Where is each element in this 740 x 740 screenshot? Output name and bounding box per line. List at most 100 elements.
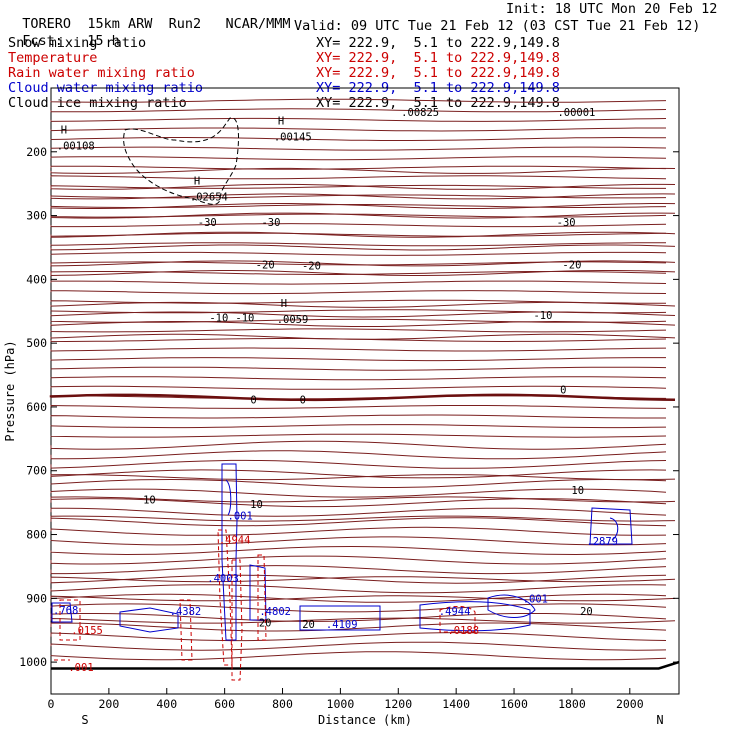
terrain-line: [51, 660, 680, 670]
isotherm-20: [50, 576, 676, 583]
isotherm-line: [50, 488, 667, 498]
isotherm-label: -10: [209, 313, 228, 325]
x-tick-label: 800: [272, 697, 293, 711]
valid-time: Valid: 09 UTC Tue 21 Feb 12 (03 CST Tue …: [294, 18, 701, 34]
rain-label: .0155: [71, 625, 103, 637]
isotherm-line: [50, 536, 667, 546]
isotherm-line: [50, 450, 667, 460]
isotherm-line: [50, 603, 667, 613]
cloud-water-contour: [51, 602, 73, 623]
isotherm-line: [50, 613, 667, 622]
isotherm-line: [50, 136, 667, 141]
x-tick-label: 1600: [500, 697, 528, 711]
y-tick-label: 500: [26, 336, 47, 350]
cloud-water-label: .4003: [207, 573, 239, 585]
isotherm-line: [50, 385, 667, 390]
isotherm--10: [50, 301, 676, 308]
isotherm-label: 10: [250, 499, 263, 511]
isotherm-line: [50, 424, 667, 429]
isotherm-label: 20: [580, 606, 593, 618]
isotherm-line: [50, 328, 667, 333]
model-name: TORERO: [22, 16, 72, 32]
cloud-water-label: .2879: [586, 536, 618, 548]
isotherm-label: -10: [533, 310, 552, 322]
isotherm-label: -30: [198, 217, 217, 229]
snow-label-max-marker: H: [61, 124, 67, 136]
isotherm-line: [50, 555, 667, 565]
isotherm-line: [50, 565, 667, 575]
field-rain-name: Rain water mixing ratio: [8, 65, 195, 81]
isotherm-line: [50, 526, 667, 536]
isotherm-line: [50, 223, 667, 228]
isotherm-20: [50, 595, 676, 602]
rain-contour: [231, 559, 243, 681]
isotherm-20: [50, 617, 676, 624]
isotherm--10: [50, 320, 676, 327]
isotherm-label: -20: [302, 260, 321, 272]
isotherm-label: -20: [562, 260, 581, 272]
x-tick-label: 1400: [442, 697, 470, 711]
header-model: TORERO 15km ARW Run2 NCAR/MMM: [6, 2, 291, 32]
isotherm-line: [50, 98, 667, 103]
south-label: S: [81, 713, 88, 727]
isotherm-label: 10: [143, 494, 156, 506]
isotherm--20: [50, 270, 676, 277]
fcst-value: 15 h: [87, 33, 120, 49]
isotherm-line: [50, 117, 667, 122]
isotherm-line: [50, 469, 667, 479]
snow-label-max-marker: H: [281, 298, 287, 310]
isotherm--30: [50, 193, 676, 200]
isotherm-line: [50, 366, 667, 371]
cloud-water-contour: [221, 463, 238, 641]
isotherm-0: [49, 393, 676, 402]
snow-label-max-marker: H: [194, 175, 200, 187]
isotherm-line: [50, 507, 667, 517]
x-tick-label: 600: [214, 697, 235, 711]
north-label: N: [656, 713, 663, 727]
model-run: Run2: [168, 16, 202, 32]
isotherm-label: -10: [235, 313, 254, 325]
isotherm-label: -30: [557, 217, 576, 229]
isotherm-10: [50, 474, 676, 481]
x-axis-title: Distance (km): [318, 713, 412, 727]
x-tick-label: 2000: [616, 697, 644, 711]
isotherm-line: [50, 146, 667, 151]
model-org: NCAR/MMM: [225, 16, 291, 32]
cloud-water-contour: [589, 507, 633, 545]
isotherm--20: [50, 231, 676, 238]
isotherm-line: [50, 242, 666, 247]
isotherm--30: [50, 212, 676, 219]
y-tick-label: 600: [26, 400, 47, 414]
field-snow-xy: XY= 222.9, 5.1 to 222.9,149.8: [316, 35, 560, 51]
cloud-water-contour: [609, 517, 619, 541]
x-tick-label: 0: [48, 697, 55, 711]
isotherm-line: [50, 622, 667, 632]
isotherm-line: [50, 651, 667, 661]
snow-label: .0059: [277, 314, 309, 326]
x-tick-label: 400: [156, 697, 177, 711]
isotherm--10: [50, 333, 676, 340]
field-cloudice-xy: XY= 222.9, 5.1 to 222.9,149.8: [316, 95, 560, 111]
cloud-water-contour: [119, 607, 179, 633]
cloud-water-contour: [419, 601, 531, 632]
cloud-water-contour: [225, 479, 232, 516]
cloud-water-label: .001: [523, 593, 548, 605]
isotherm--10: [50, 311, 676, 318]
isotherm-line: [50, 440, 667, 450]
rain-label: .001: [68, 662, 93, 674]
snow-label: .02654: [190, 191, 228, 203]
isotherm-line: [50, 641, 667, 651]
y-tick-label: 200: [26, 145, 47, 159]
cloud-water-label: .4109: [326, 619, 358, 631]
isotherm-line: [50, 251, 667, 256]
isotherm--20: [50, 260, 676, 267]
y-axis-title: Pressure (hPa): [3, 340, 17, 441]
cloud-water-contour: [299, 605, 381, 631]
cloud-water-label: .4802: [259, 606, 291, 618]
isotherm-line: [50, 478, 667, 488]
isotherm-line: [50, 108, 667, 113]
y-tick-label: 800: [26, 528, 47, 542]
isotherm-line: [50, 357, 666, 362]
isotherm--30: [50, 167, 676, 174]
